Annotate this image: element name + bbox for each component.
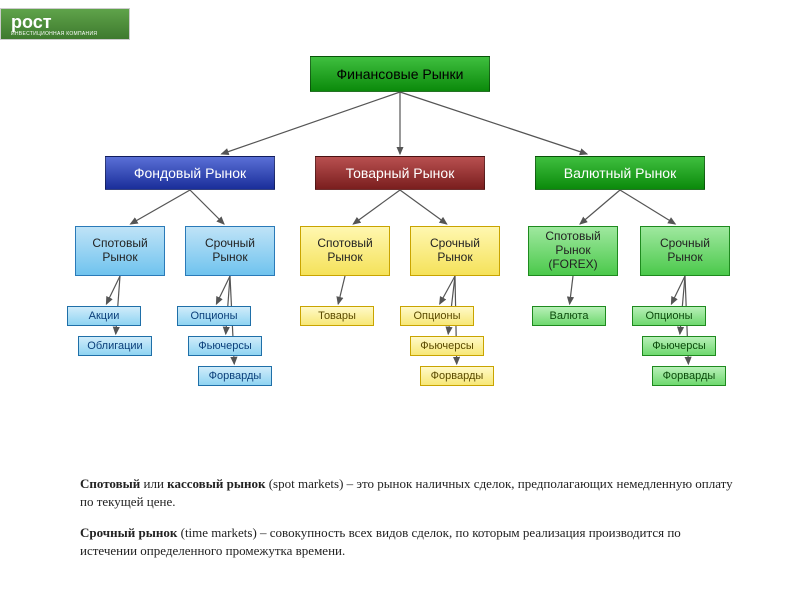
node-currency: Валюта bbox=[532, 306, 606, 326]
def-spot: Спотовый или кассовый рынок (spot market… bbox=[80, 475, 740, 510]
logo-subtitle: ИНВЕСТИЦИОННАЯ КОМПАНИЯ bbox=[11, 31, 129, 37]
node-stock_spot: СпотовыйРынок bbox=[75, 226, 165, 276]
def-spot-b1: Спотовый bbox=[80, 476, 140, 491]
node-root: Финансовые Рынки bbox=[310, 56, 490, 92]
node-bonds: Облигации bbox=[78, 336, 152, 356]
node-shares: Акции bbox=[67, 306, 141, 326]
node-c_options: Опционы bbox=[400, 306, 474, 326]
def-spot-b2: кассовый рынок bbox=[167, 476, 265, 491]
node-commod: Товарный Рынок bbox=[315, 156, 485, 190]
node-f_forwards: Форварды bbox=[652, 366, 726, 386]
node-forex: Валютный Рынок bbox=[535, 156, 705, 190]
logo: рост ИНВЕСТИЦИОННАЯ КОМПАНИЯ bbox=[0, 8, 130, 40]
node-c_forwards: Форварды bbox=[420, 366, 494, 386]
definitions: Спотовый или кассовый рынок (spot market… bbox=[80, 475, 740, 573]
node-s_forwards: Форварды bbox=[198, 366, 272, 386]
def-deriv-b: Срочный рынок bbox=[80, 525, 177, 540]
node-commod_spot: СпотовыйРынок bbox=[300, 226, 390, 276]
node-s_options: Опционы bbox=[177, 306, 251, 326]
node-commod_deriv: СрочныйРынок bbox=[410, 226, 500, 276]
node-forex_spot: СпотовыйРынок(FOREX) bbox=[528, 226, 618, 276]
node-c_futures: Фьючерсы bbox=[410, 336, 484, 356]
node-stock: Фондовый Рынок bbox=[105, 156, 275, 190]
node-goods: Товары bbox=[300, 306, 374, 326]
logo-title: рост bbox=[11, 12, 129, 33]
def-deriv: Срочный рынок (time markets) – совокупно… bbox=[80, 524, 740, 559]
node-f_futures: Фьючерсы bbox=[642, 336, 716, 356]
node-stock_deriv: СрочныйРынок bbox=[185, 226, 275, 276]
node-f_options: Опционы bbox=[632, 306, 706, 326]
node-forex_deriv: СрочныйРынок bbox=[640, 226, 730, 276]
node-s_futures: Фьючерсы bbox=[188, 336, 262, 356]
